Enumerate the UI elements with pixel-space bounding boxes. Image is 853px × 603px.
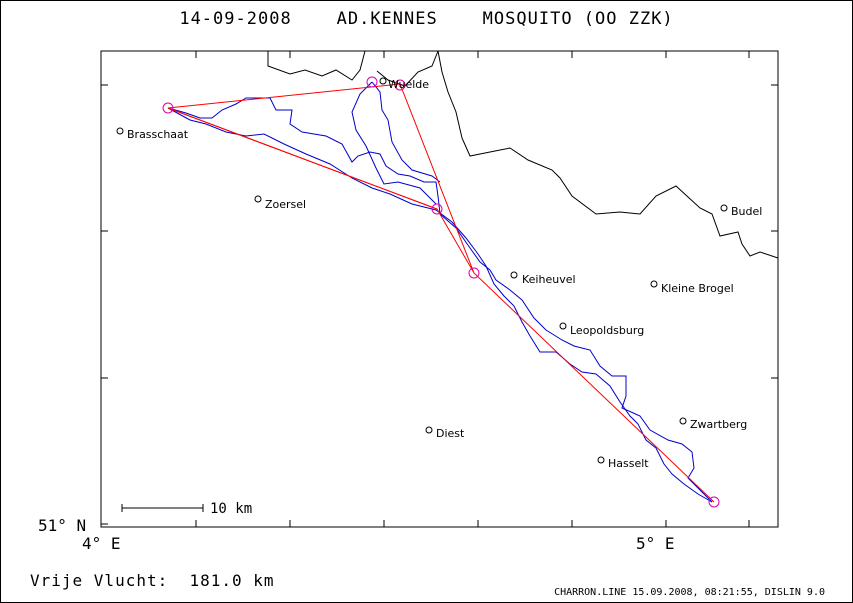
place-label: Kleine Brogel (661, 282, 734, 295)
place-label: Leopoldsburg (570, 324, 644, 337)
place-label: Wuelde (388, 78, 429, 91)
scale-bar: 10 km (121, 501, 252, 517)
task-legs (167, 83, 715, 503)
lon-label-4e: 4° E (82, 534, 121, 553)
place-label: Hasselt (608, 457, 649, 470)
place-label: Diest (436, 427, 465, 440)
map-title: 14-09-2008 AD.KENNES MOSQUITO (OO ZZK) (179, 9, 674, 29)
flight-distance: Vrije Vlucht: 181.0 km (30, 571, 275, 590)
place-label: Brasschaat (127, 128, 189, 141)
place-labels: Brasschaat Zoersel Wuelde Budel Keiheuve… (127, 78, 762, 470)
turnpoint-marker (162, 102, 174, 114)
place-label: Zoersel (265, 198, 306, 211)
turnpoint-marker (366, 76, 378, 88)
place-label: Keiheuvel (522, 273, 576, 286)
plot-frame (100, 50, 779, 528)
turnpoint-marker (708, 496, 720, 508)
place-label: Budel (731, 205, 762, 218)
turnpoint-marker (394, 79, 406, 91)
lat-label: 51° N (38, 516, 87, 535)
lon-label-5e: 5° E (636, 534, 675, 553)
turnpoints (162, 76, 720, 508)
place-label: Zwartberg (690, 418, 747, 431)
place-markers (116, 77, 728, 464)
scale-bar-label: 10 km (210, 501, 252, 517)
axis-ticks (101, 51, 778, 527)
generator-credit: CHARRON.LINE 15.09.2008, 08:21:55, DISLI… (554, 587, 825, 598)
turnpoint-marker (468, 267, 480, 279)
turnpoint-marker (431, 203, 443, 215)
border-line (267, 50, 779, 259)
